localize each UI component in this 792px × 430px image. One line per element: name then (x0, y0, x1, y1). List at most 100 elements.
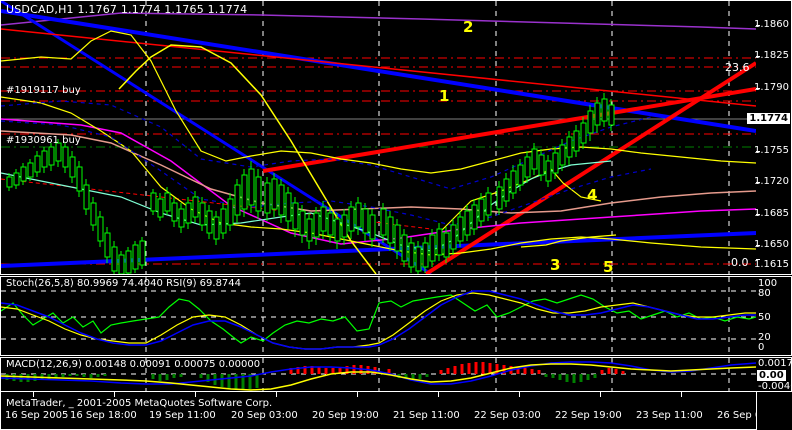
candle (192, 191, 199, 223)
price-label: 1.1685 (754, 208, 789, 219)
ma-salmon-line (1, 130, 756, 214)
trendline-red-descending (1, 28, 756, 107)
candle (348, 201, 355, 239)
candle (538, 149, 545, 181)
price-tick (756, 88, 760, 89)
candle (552, 147, 559, 179)
time-axis[interactable]: 16 Sep 2005 16 Sep 18:00 19 Sep 11:00 20… (0, 392, 784, 430)
time-tick (114, 392, 115, 397)
candlestick-series (6, 93, 615, 274)
stochastic-scale[interactable]: 100 80 50 20 0 (756, 276, 792, 356)
stochastic-label: Stoch(26,5,8) 80.9969 74.4040 RSI(9) 69.… (6, 278, 242, 289)
price-scale[interactable]: 1.1860 1.1825 1.1790 1.1774 1.1755 1.172… (747, 0, 792, 275)
time-label: 20 Sep 03:00 (231, 410, 298, 421)
rsi-line (1, 294, 756, 344)
candle (90, 197, 97, 231)
candle (443, 227, 450, 263)
time-tick (681, 392, 682, 397)
candle (594, 97, 601, 133)
candle (320, 201, 327, 239)
stochastic-panel[interactable]: Stoch(26,5,8) 80.9969 74.4040 RSI(9) 69.… (0, 276, 757, 356)
candle (248, 161, 255, 213)
wave-label-2: 2 (463, 18, 474, 36)
price-tick (756, 151, 760, 152)
candle (436, 223, 443, 261)
price-label: 1.1615 (754, 259, 789, 270)
candle (464, 205, 471, 241)
price-label: 1.1650 (754, 239, 789, 250)
stoch-gridlines (1, 277, 756, 355)
stoch-scale-label: 0 (758, 342, 765, 353)
price-tick (756, 214, 760, 215)
time-label: 23 Sep 11:00 (636, 410, 703, 421)
time-tick (276, 392, 277, 397)
stochastic-plot-area[interactable] (1, 277, 756, 355)
order-label-1[interactable]: #1919117 buy (6, 85, 81, 96)
price-plot-area[interactable] (1, 1, 756, 274)
candle (573, 125, 580, 157)
candle (485, 187, 492, 221)
order-label-2[interactable]: #1930961 buy (6, 135, 81, 146)
candle (559, 139, 566, 171)
candle (531, 143, 538, 175)
candle (150, 189, 157, 215)
candle (503, 173, 510, 207)
candle (69, 151, 76, 183)
candle (213, 211, 220, 245)
price-label: 1.1720 (754, 176, 789, 187)
candle (13, 169, 20, 189)
candle (380, 203, 387, 243)
candle (97, 211, 104, 247)
candle (83, 179, 90, 215)
wave-label-5: 5 (603, 258, 614, 276)
candle (401, 229, 408, 267)
trendline-red-steep (424, 61, 756, 274)
time-label: 22 Sep 03:00 (474, 410, 541, 421)
macd-scale[interactable]: 0.00175 0.00 -0.0040 (756, 357, 792, 392)
candle (580, 117, 587, 149)
candle (369, 209, 376, 247)
price-label: 1.1860 (754, 19, 789, 30)
wave-label-4: 4 (587, 186, 598, 204)
time-label: 16 Sep 18:00 (70, 410, 137, 421)
price-tick (756, 182, 760, 183)
status-bar-text: MetaTrader, _ 2001-2005 MetaQuotes Softw… (6, 398, 273, 409)
candle (422, 237, 429, 273)
candle (415, 241, 422, 274)
candle (313, 207, 320, 245)
time-label: 16 Sep 2005 (5, 410, 69, 421)
candle (327, 207, 334, 243)
candle (587, 105, 594, 141)
horizontal-level-lines (1, 57, 756, 265)
candle (118, 251, 125, 274)
candle (429, 229, 436, 267)
ma-purple-line (1, 12, 756, 30)
candle (111, 241, 118, 274)
candle (234, 179, 241, 223)
candle (41, 147, 48, 173)
time-tick (438, 392, 439, 397)
candle (524, 151, 531, 183)
macd-scale-zero: 0.00 (757, 370, 786, 381)
zigzag-yellow-2 (520, 234, 617, 248)
price-chart-panel[interactable]: USDCAD,H1 1.1767 1.1774 1.1765 1.1774 #1… (0, 0, 757, 276)
candle (450, 219, 457, 255)
macd-panel[interactable]: MACD(12,26,9) 0.00148 0.00091 0.00075 0.… (0, 357, 757, 392)
time-label: 19 Sep 11:00 (149, 410, 216, 421)
macd-scale-bottom: -0.0040 (758, 381, 792, 392)
candle (362, 203, 369, 241)
stoch-k-line (1, 292, 756, 350)
macd-signal-line (1, 363, 756, 391)
time-tick (195, 392, 196, 397)
macd-plot-area[interactable] (1, 358, 756, 391)
candle (125, 247, 132, 274)
bollinger-band-upper (1, 100, 652, 190)
trendline-red-rising (262, 87, 756, 173)
candle (206, 205, 213, 239)
ma-magenta-line (1, 118, 756, 245)
candle (185, 197, 192, 229)
price-label: 1.1755 (754, 145, 789, 156)
fib-label-236: 23.6 (725, 61, 750, 74)
candle (341, 209, 348, 245)
wave-label-1: 1 (439, 87, 450, 105)
